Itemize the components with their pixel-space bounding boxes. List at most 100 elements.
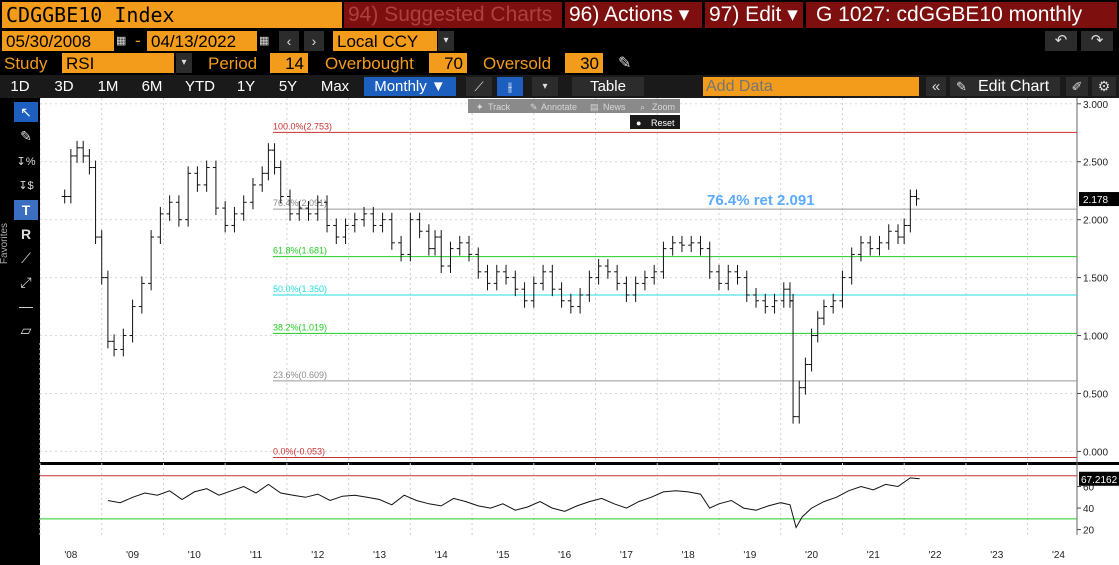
parallel-lines-icon[interactable]: ▱ bbox=[20, 322, 32, 338]
news-icon: ▤ bbox=[590, 102, 599, 112]
last-value-box bbox=[1079, 192, 1119, 207]
chevron-down-icon[interactable]: ▾ bbox=[176, 53, 192, 73]
actions-button[interactable]: 96) Actions ▾ bbox=[565, 2, 702, 28]
currency-select[interactable]: Local CCY bbox=[333, 31, 437, 51]
ticker-field[interactable]: CDGGBE10 Index bbox=[2, 2, 342, 28]
gear-icon[interactable]: ⚙ bbox=[1092, 77, 1116, 96]
y-tick-label: 1.500 bbox=[1083, 274, 1108, 285]
rsi-y-tick-label: 60 bbox=[1083, 483, 1095, 494]
undo-icon[interactable]: ↶ bbox=[1045, 31, 1077, 51]
timeframe-max[interactable]: Max bbox=[320, 78, 350, 95]
x-tick-label: '22 bbox=[929, 550, 942, 561]
chart-id-label: G 1027: cdGGBE10 monthly bbox=[816, 3, 1083, 26]
next-period-button[interactable]: › bbox=[304, 31, 324, 51]
x-tick-label: '23 bbox=[990, 550, 1003, 561]
fib-level-label: 23.6%(0.609) bbox=[273, 370, 327, 380]
rsi-line bbox=[107, 477, 920, 529]
period-field[interactable]: 14 bbox=[270, 53, 308, 73]
track-icon: ✦ bbox=[476, 102, 484, 112]
reset-icon: ● bbox=[636, 118, 641, 128]
redo-icon[interactable]: ↷ bbox=[1081, 31, 1113, 51]
track-button[interactable]: Track bbox=[488, 102, 511, 112]
oversold-field[interactable]: 30 bbox=[565, 53, 603, 73]
dollar-retracement-icon[interactable]: ↧$ bbox=[18, 180, 34, 192]
channel-icon[interactable]: ⤢ bbox=[20, 274, 32, 290]
suggested-charts-button[interactable]: 94) Suggested Charts bbox=[344, 2, 562, 28]
edit-label: 97) Edit ▾ bbox=[709, 3, 798, 26]
pencil-icon: ✎ bbox=[956, 79, 967, 94]
study-label: Study bbox=[4, 54, 48, 73]
edit-button[interactable]: 97) Edit ▾ bbox=[705, 2, 803, 28]
cursor-icon[interactable]: ↖ bbox=[14, 102, 38, 122]
timeframe-1y[interactable]: 1Y bbox=[236, 78, 256, 95]
actions-label: 96) Actions ▾ bbox=[569, 3, 690, 26]
date-separator: - bbox=[135, 31, 141, 50]
fib-level-label: 0.0%(-0.053) bbox=[273, 447, 325, 457]
chart-type-chevron-icon[interactable]: ▾ bbox=[532, 77, 558, 96]
news-button[interactable]: News bbox=[603, 102, 626, 112]
x-tick-label: '13 bbox=[373, 550, 386, 561]
add-data-input[interactable] bbox=[703, 77, 919, 96]
annotate-icon: ✎ bbox=[530, 102, 538, 112]
ticker-text: CDGGBE10 Index bbox=[6, 3, 175, 27]
rsi-y-tick-label: 40 bbox=[1083, 504, 1095, 515]
annotate-button[interactable]: Annotate bbox=[541, 102, 577, 112]
horizontal-line-icon[interactable]: — bbox=[19, 298, 33, 314]
chart-svg[interactable]: 100.0%(2.753) 76.4%(2.091) 61.8%(1.681) 50.… bbox=[0, 98, 1119, 565]
prev-period-button[interactable]: ‹ bbox=[279, 31, 299, 51]
edit-chart-button[interactable]: ✎ Edit Chart bbox=[950, 77, 1060, 96]
timeframe-6m[interactable]: 6M bbox=[141, 78, 163, 95]
x-tick-label: '15 bbox=[496, 550, 509, 561]
pencil-icon[interactable]: ✎ bbox=[618, 55, 632, 72]
study-select[interactable]: RSI bbox=[62, 53, 174, 73]
calendar-icon[interactable]: ▦ bbox=[116, 35, 127, 47]
favorites-label: Favorites bbox=[0, 222, 11, 265]
x-tick-label: '09 bbox=[126, 550, 139, 561]
x-tick-label: '11 bbox=[250, 550, 263, 561]
percent-retracement-icon[interactable]: ↧% bbox=[16, 156, 36, 168]
start-date-field[interactable]: 05/30/2008 bbox=[2, 31, 114, 51]
rsi-last-value-label: 67.2162 bbox=[1081, 475, 1118, 486]
chevron-down-icon[interactable]: ▾ bbox=[438, 31, 454, 51]
draw-line-icon[interactable]: ✎ bbox=[20, 128, 32, 144]
date-axis-bg bbox=[40, 535, 1119, 565]
edit-chart-label: Edit Chart bbox=[978, 78, 1050, 95]
timeframe-1m[interactable]: 1M bbox=[97, 78, 119, 95]
y-tick-label: 2.000 bbox=[1083, 216, 1108, 227]
x-tick-label: '18 bbox=[682, 550, 695, 561]
edit-line-icon[interactable]: ✐ bbox=[1066, 77, 1088, 96]
trendline-icon[interactable]: ⟋ bbox=[21, 250, 31, 266]
zoom-button[interactable]: Zoom bbox=[652, 102, 675, 112]
x-tick-label: '16 bbox=[558, 550, 571, 561]
x-tick-label: '17 bbox=[620, 550, 633, 561]
ohlc-bar-icon[interactable]: ⫲ bbox=[497, 77, 523, 96]
price-panel-bg bbox=[40, 98, 1077, 463]
calendar-icon[interactable]: ▦ bbox=[259, 35, 270, 47]
line-chart-icon[interactable]: ⟋ bbox=[466, 77, 492, 96]
y-tick-label: 2.500 bbox=[1083, 158, 1108, 169]
fib-level-label: 38.2%(1.019) bbox=[273, 322, 327, 332]
text-tool-icon[interactable]: T bbox=[14, 200, 38, 220]
x-tick-label: '20 bbox=[805, 550, 818, 561]
x-tick-label: '19 bbox=[743, 550, 756, 561]
end-date-field[interactable]: 04/13/2022 bbox=[147, 31, 257, 51]
rsi-last-value-box bbox=[1079, 471, 1119, 486]
y-tick-label: 0.500 bbox=[1083, 389, 1108, 400]
fib-level-label: 61.8%(1.681) bbox=[273, 246, 327, 256]
timeframe-1d[interactable]: 1D bbox=[10, 78, 30, 95]
oversold-label: Oversold bbox=[483, 54, 552, 73]
reset-button[interactable]: Reset bbox=[651, 118, 675, 128]
collapse-icon[interactable]: « bbox=[926, 77, 946, 96]
ray-tool-icon[interactable]: R bbox=[20, 226, 32, 242]
price-axis-bg bbox=[1077, 98, 1119, 463]
timeframe-ytd[interactable]: YTD bbox=[185, 78, 215, 95]
suggested-charts-label: 94) Suggested Charts bbox=[348, 3, 553, 26]
table-button[interactable]: Table bbox=[572, 77, 644, 96]
timeframe-5y[interactable]: 5Y bbox=[278, 78, 298, 95]
mini-toolbar-bg bbox=[468, 99, 680, 113]
overbought-label: Overbought bbox=[325, 54, 414, 73]
overbought-field[interactable]: 70 bbox=[429, 53, 467, 73]
frequency-select[interactable]: Monthly ▼ bbox=[364, 77, 456, 96]
x-tick-label: '12 bbox=[311, 550, 324, 561]
timeframe-3d[interactable]: 3D bbox=[54, 78, 74, 95]
